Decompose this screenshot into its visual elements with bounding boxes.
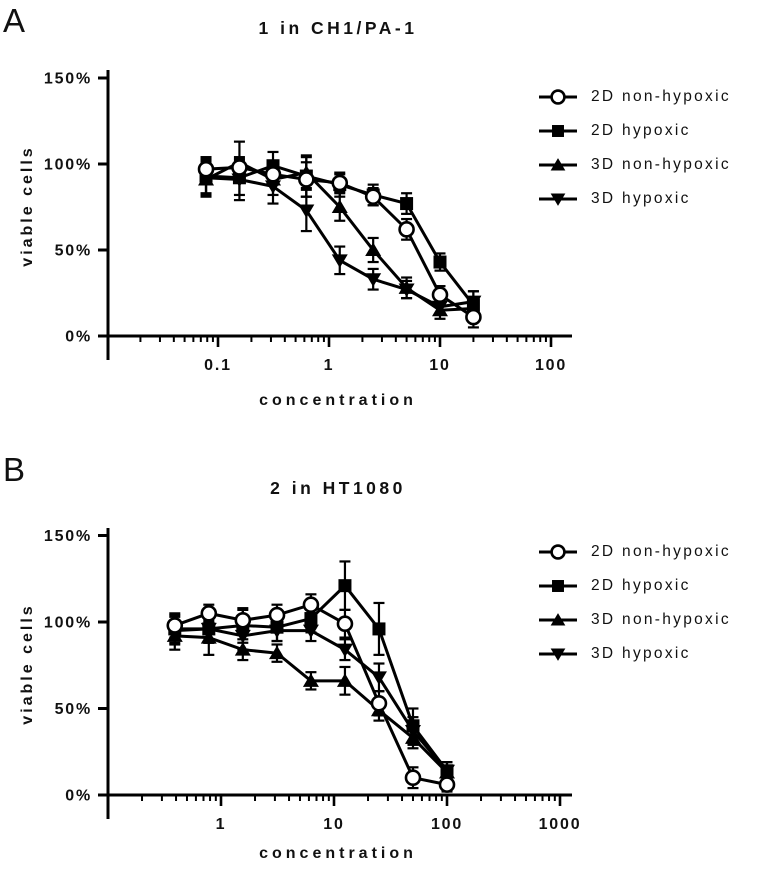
x-tick-label: 100 <box>535 357 567 374</box>
open-circle-icon <box>539 544 577 560</box>
data-point-2d-non-hypoxic <box>268 606 286 624</box>
panel-a-plot: 0% 50% 100% 150% 0.1 1 10 100 <box>44 70 572 374</box>
data-point-2d-non-hypoxic <box>234 611 252 629</box>
filled-triangle-up-icon <box>539 613 577 626</box>
data-point-3d-hypoxic <box>298 204 315 218</box>
data-point-2d-hypoxic <box>440 764 454 778</box>
data-point-2d-hypoxic <box>406 719 420 733</box>
data-point-2d-hypoxic <box>270 620 284 634</box>
y-tick-label: 100% <box>44 615 92 632</box>
y-tick-label: 150% <box>44 71 92 88</box>
data-point-3d-hypoxic <box>336 643 353 658</box>
x-tick-label: 1 <box>216 816 227 833</box>
legend-label: 2D non-hypoxic <box>591 88 731 105</box>
panel-b-title: 2 in HT1080 <box>270 478 406 498</box>
data-point-2d-non-hypoxic <box>370 695 388 712</box>
legend-item-2d-non-hypoxic: 2D non-hypoxic <box>538 80 731 114</box>
data-point-2d-hypoxic <box>372 622 386 636</box>
x-tick-label: 10 <box>323 816 344 833</box>
y-tick-label: 50% <box>55 701 92 718</box>
filled-square-icon <box>539 580 577 592</box>
series-2d-non-hypoxic <box>166 593 456 793</box>
data-point-3d-non-hypoxic <box>268 645 285 660</box>
data-point-2d-non-hypoxic <box>264 166 282 183</box>
panel-letter-a: A <box>3 2 26 39</box>
data-point-3d-non-hypoxic <box>331 199 348 213</box>
panel-b-plot: 0% 50% 100% 150% 1 10 100 1000 <box>44 528 582 833</box>
filled-triangle-up-icon <box>539 158 577 171</box>
legend-label: 3D hypoxic <box>591 190 691 207</box>
legend-label: 2D hypoxic <box>591 577 691 594</box>
data-point-2d-non-hypoxic <box>438 776 456 793</box>
legend-item-3d-non-hypoxic: 3D non-hypoxic <box>538 603 731 637</box>
data-point-2d-non-hypoxic <box>431 286 449 304</box>
data-point-3d-non-hypoxic <box>336 673 353 687</box>
legend-item-2d-non-hypoxic: 2D non-hypoxic <box>538 535 731 569</box>
data-point-2d-non-hypoxic <box>231 159 248 176</box>
panel-letter-b: B <box>3 451 26 488</box>
data-point-2d-hypoxic <box>466 298 480 312</box>
data-point-3d-hypoxic <box>331 254 348 268</box>
data-point-2d-hypoxic <box>400 197 414 211</box>
panel-a-title: 1 in CH1/PA-1 <box>258 18 418 38</box>
data-point-2d-non-hypoxic <box>298 171 315 188</box>
data-point-3d-hypoxic <box>370 671 387 685</box>
y-tick-label: 0% <box>65 329 92 346</box>
x-tick-label: 1000 <box>539 816 582 833</box>
data-point-2d-non-hypoxic <box>465 308 482 326</box>
y-tick-label: 100% <box>44 157 92 174</box>
data-point-2d-non-hypoxic <box>336 615 354 633</box>
panel-a-y-axis-label: viable cells <box>19 145 36 267</box>
filled-triangle-down-icon <box>539 193 577 206</box>
x-tick-label: 0.1 <box>204 357 232 374</box>
y-tick-label: 50% <box>55 243 92 260</box>
legend-item-3d-non-hypoxic: 3D non-hypoxic <box>538 148 731 182</box>
data-point-2d-hypoxic <box>433 255 447 269</box>
data-point-3d-non-hypoxic <box>302 673 319 687</box>
panel-b-y-axis-label: viable cells <box>19 603 36 725</box>
legend-item-2d-hypoxic: 2D hypoxic <box>538 569 731 603</box>
data-point-3d-non-hypoxic <box>398 280 415 294</box>
open-circle-icon <box>539 89 577 105</box>
x-tick-label: 10 <box>429 357 450 374</box>
panel-b-x-axis-label: concentration <box>259 845 417 862</box>
legend-item-2d-hypoxic: 2D hypoxic <box>538 114 731 148</box>
x-tick-label: 1 <box>324 357 335 374</box>
data-point-2d-non-hypoxic <box>166 617 184 634</box>
filled-triangle-down-icon <box>539 648 577 661</box>
data-point-2d-non-hypoxic <box>398 221 415 238</box>
legend-label: 2D hypoxic <box>591 122 691 139</box>
panel-a-x-axis-label: concentration <box>259 392 417 409</box>
axes: 0% 50% 100% 150% 1 10 100 1000 <box>44 528 582 833</box>
data-point-2d-hypoxic <box>202 622 216 636</box>
data-point-2d-non-hypoxic <box>404 769 422 787</box>
y-tick-label: 0% <box>65 788 92 805</box>
data-point-2d-hypoxic <box>338 579 352 593</box>
legend-item-3d-hypoxic: 3D hypoxic <box>538 637 731 671</box>
filled-square-icon <box>539 125 577 137</box>
legend-label: 2D non-hypoxic <box>591 543 731 560</box>
data-point-2d-non-hypoxic <box>331 174 349 192</box>
data-point-3d-non-hypoxic <box>365 242 382 256</box>
legend-item-3d-hypoxic: 3D hypoxic <box>538 182 731 216</box>
legend-label: 3D non-hypoxic <box>591 611 731 628</box>
legend-label: 3D hypoxic <box>591 645 691 662</box>
data-point-3d-non-hypoxic <box>234 642 251 656</box>
axes: 0% 50% 100% 150% 0.1 1 10 100 <box>44 70 572 374</box>
series-2d-non-hypoxic <box>197 156 482 329</box>
series-3d-non-hypoxic <box>166 619 455 781</box>
data-point-2d-non-hypoxic <box>200 605 218 622</box>
data-point-2d-non-hypoxic <box>197 160 215 178</box>
panel-a-legend: 2D non-hypoxic 2D hypoxic 3D non-hypoxic 3D… <box>538 80 731 216</box>
y-tick-label: 150% <box>44 528 92 545</box>
data-point-2d-non-hypoxic <box>302 596 320 614</box>
data-point-3d-hypoxic <box>365 273 382 287</box>
data-point-2d-non-hypoxic <box>364 188 382 205</box>
data-point-3d-non-hypoxic <box>432 302 448 317</box>
x-tick-label: 100 <box>431 816 463 833</box>
legend-label: 3D non-hypoxic <box>591 156 731 173</box>
panel-b-legend: 2D non-hypoxic 2D hypoxic 3D non-hypoxic 3D… <box>538 535 731 671</box>
